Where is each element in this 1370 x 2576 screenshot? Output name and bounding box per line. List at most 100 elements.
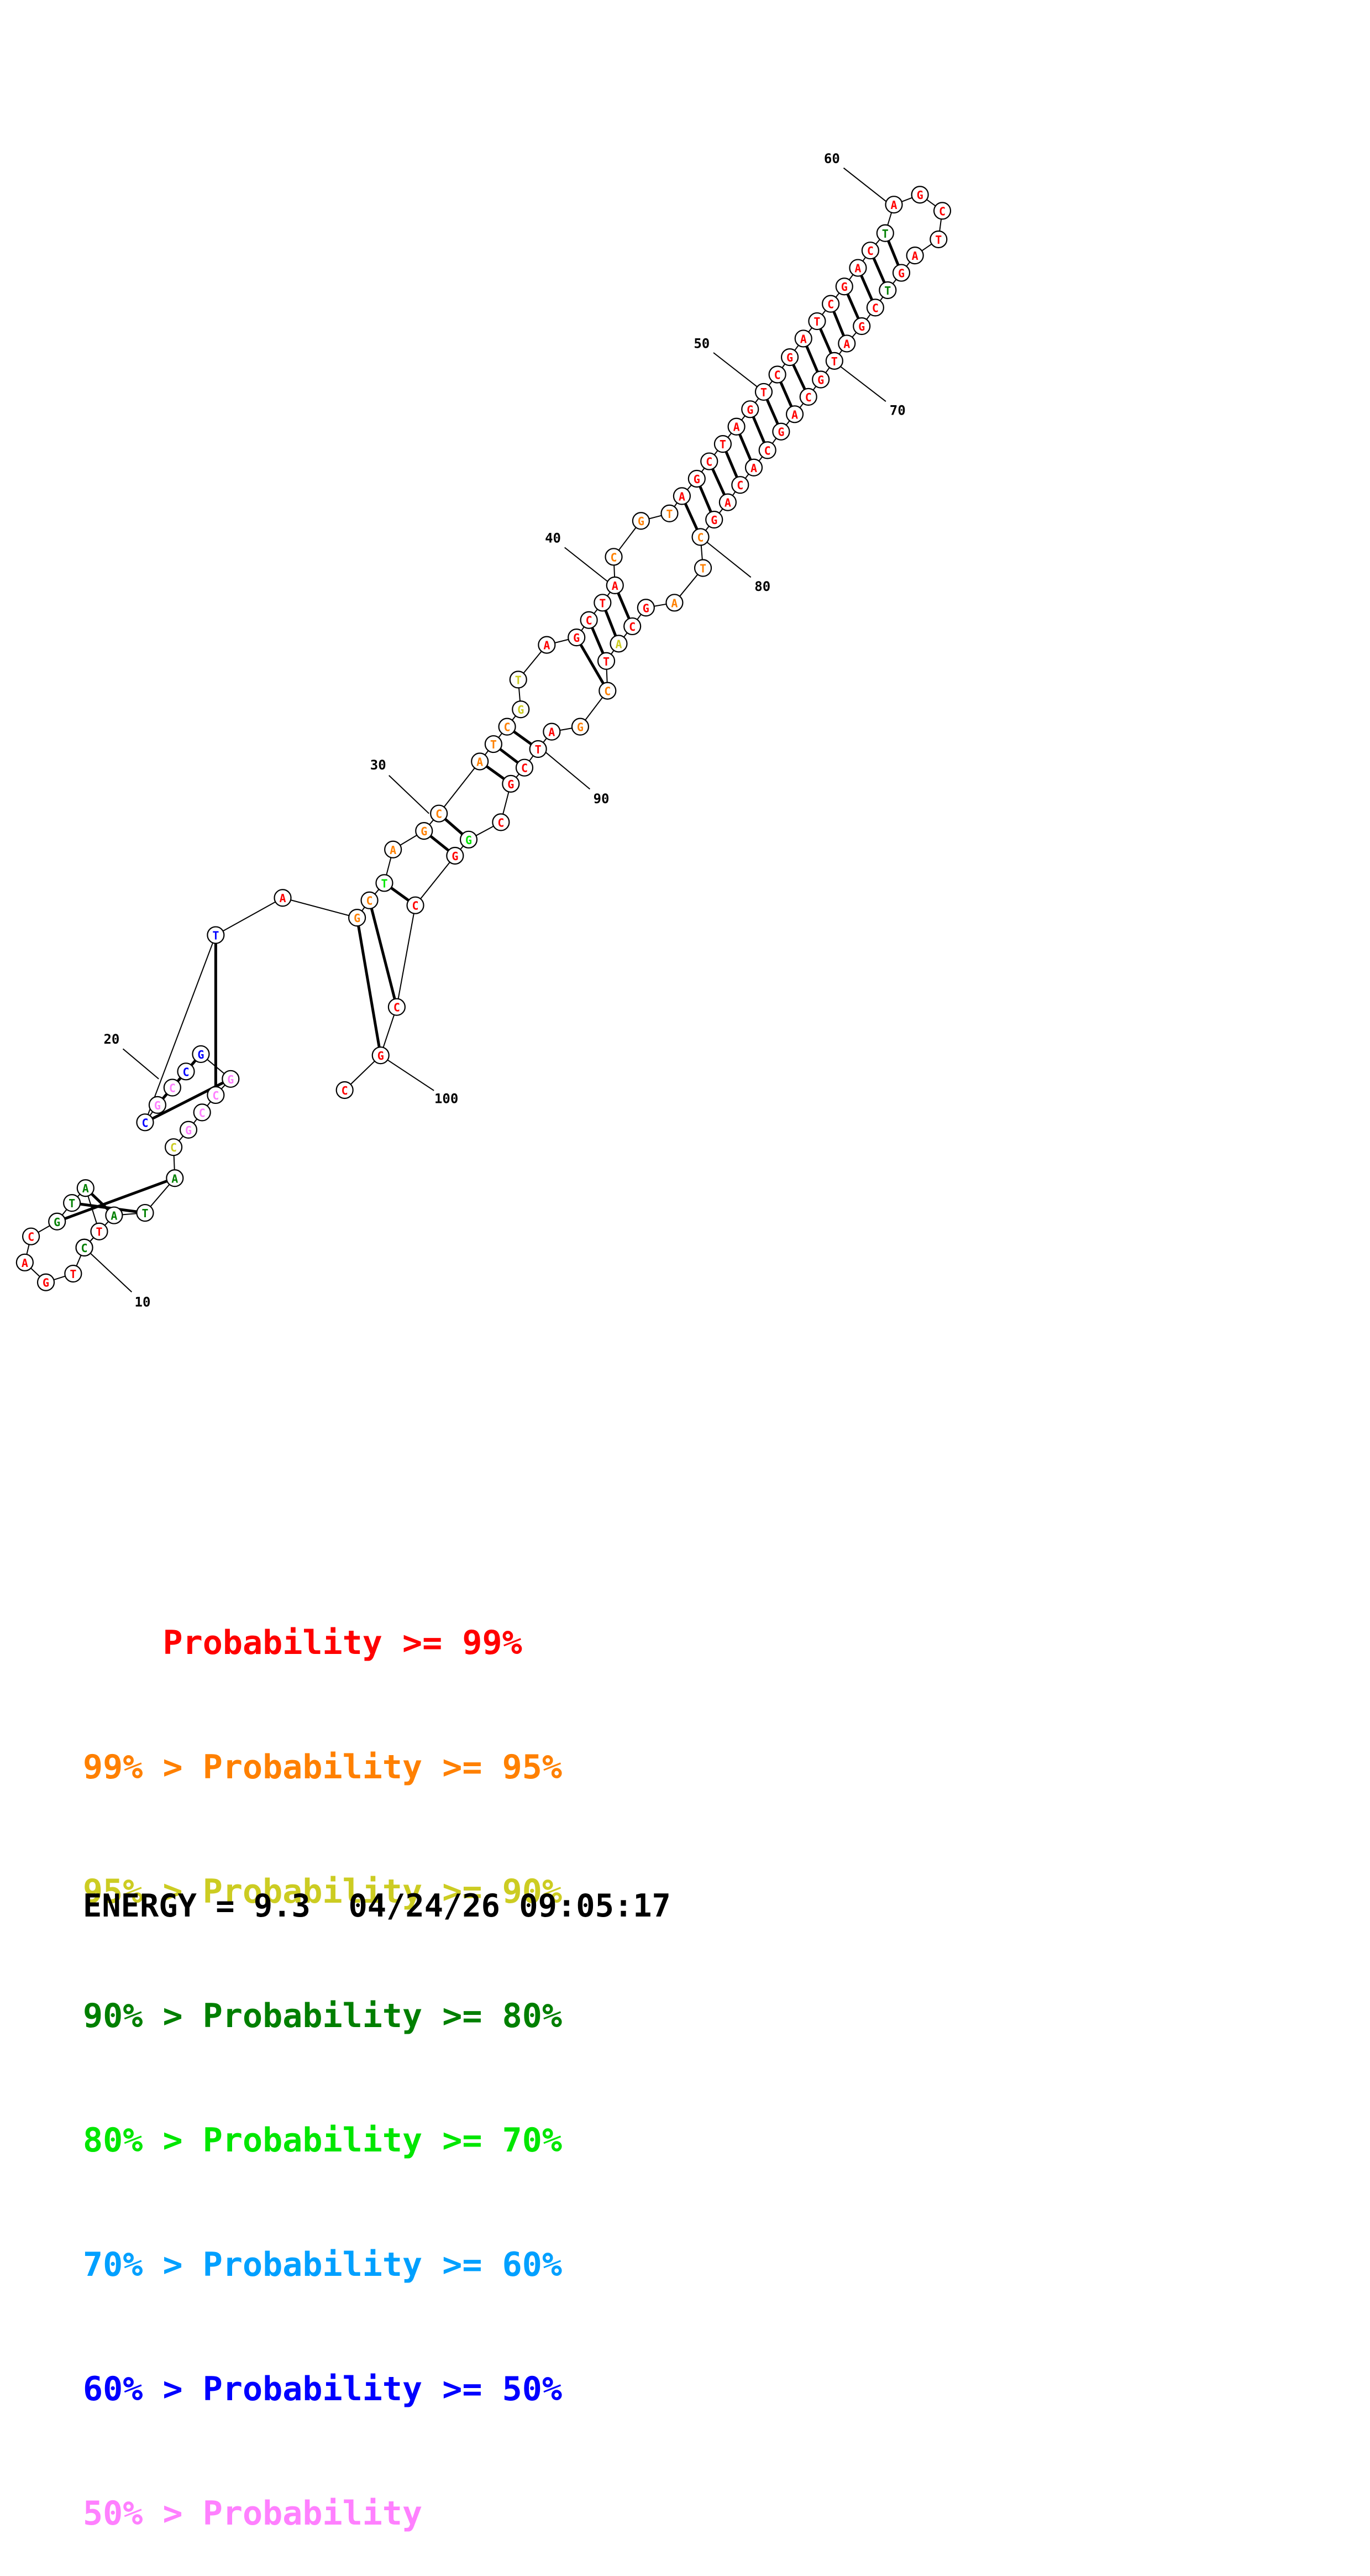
- base-letter: A: [543, 639, 550, 652]
- base-letter: C: [212, 1089, 219, 1102]
- base-circle: [700, 452, 718, 470]
- base-node: G: [502, 774, 520, 793]
- base-circle: [713, 435, 732, 453]
- base-node: T: [90, 1222, 108, 1240]
- base-circle: [430, 804, 448, 823]
- base-letter: T: [141, 1207, 148, 1220]
- base-letter: G: [197, 1048, 204, 1061]
- base-letter: A: [791, 408, 798, 421]
- base-circle: [48, 1212, 66, 1231]
- legend-prefix: 99% >: [83, 1748, 203, 1787]
- base-node: C: [492, 813, 510, 831]
- base-letter: C: [497, 816, 504, 829]
- base-circle: [274, 889, 292, 907]
- base-circle: [731, 476, 749, 494]
- base-circle: [812, 370, 830, 389]
- base-circle: [660, 504, 679, 522]
- base-letter: C: [521, 762, 528, 775]
- legend-prefix: 50% >: [83, 2494, 203, 2533]
- base-node: G: [459, 830, 478, 849]
- base-circle: [632, 512, 650, 530]
- base-letter: C: [366, 894, 373, 908]
- base-circle: [785, 405, 804, 423]
- tick-label: 70: [890, 403, 906, 418]
- base-node: C: [758, 441, 776, 459]
- base-letter: A: [750, 462, 757, 475]
- base-letter: A: [476, 755, 483, 768]
- base-node: A: [543, 722, 561, 741]
- base-node: T: [64, 1264, 82, 1283]
- base-node: T: [876, 224, 894, 242]
- base-circle: [446, 846, 464, 865]
- base-letter: C: [737, 479, 743, 492]
- base-circle: [166, 1169, 184, 1187]
- base-circle: [599, 682, 617, 700]
- probability-legend: Probability >= 99% 99% > Probability >= …: [83, 1540, 562, 2576]
- base-node: C: [430, 804, 448, 823]
- base-node: C: [768, 365, 786, 384]
- legend-row-50: 60% > Probability >= 50%: [83, 2369, 562, 2410]
- tick-line: [713, 352, 764, 392]
- backbone-segment: [144, 935, 217, 1123]
- tick-line: [83, 1247, 133, 1292]
- base-circle: [90, 1222, 108, 1240]
- base-node: C: [623, 617, 642, 636]
- base-pair-line: [368, 900, 398, 1008]
- base-letter: C: [182, 1065, 189, 1078]
- base-letter: A: [843, 337, 850, 350]
- base-node: A: [849, 259, 867, 277]
- base-node: T: [713, 435, 732, 453]
- legend-text: Probability >= 50%: [202, 2370, 562, 2409]
- base-circle: [835, 278, 853, 296]
- base-node: T: [660, 504, 679, 522]
- base-letter: G: [517, 703, 524, 716]
- base-circle: [179, 1121, 198, 1139]
- base-circle: [838, 334, 856, 353]
- base-circle: [822, 295, 840, 313]
- base-node: T: [694, 559, 712, 577]
- base-circle: [876, 224, 894, 242]
- base-letter: T: [599, 596, 606, 610]
- backbone-segment: [414, 855, 456, 906]
- base-letter: T: [831, 355, 838, 368]
- base-letter: A: [671, 596, 678, 610]
- base-letter: T: [700, 562, 706, 575]
- base-circle: [335, 1081, 354, 1099]
- base-node: C: [177, 1062, 195, 1081]
- position-ticks: 10 20 30 40 50 60 70 80 90 100: [83, 151, 906, 1310]
- base-letter: A: [111, 1210, 117, 1223]
- base-letter: C: [697, 531, 704, 544]
- legend-row-low: 50% > Probability: [83, 2493, 562, 2535]
- base-letter: C: [604, 685, 611, 698]
- base-node: T: [207, 926, 225, 944]
- base-circle: [853, 317, 871, 336]
- base-node: G: [512, 700, 530, 719]
- backbone-lines: [24, 194, 943, 1283]
- base-node: A: [610, 635, 628, 653]
- base-letter: G: [638, 515, 644, 528]
- base-node: C: [691, 528, 710, 546]
- base-node: C: [75, 1238, 93, 1256]
- tick-line: [843, 167, 891, 205]
- base-circle: [136, 1113, 154, 1132]
- base-circle: [727, 417, 746, 436]
- base-node: A: [906, 247, 924, 265]
- base-letter: G: [507, 778, 514, 791]
- base-circle: [568, 629, 586, 647]
- base-letter: C: [774, 369, 781, 382]
- base-node: T: [597, 652, 616, 670]
- base-circle: [163, 1078, 181, 1097]
- base-node: A: [76, 1179, 95, 1197]
- tick-label: 20: [103, 1032, 119, 1047]
- base-circle: [741, 400, 759, 418]
- base-circle: [502, 774, 520, 793]
- base-letter: G: [577, 721, 584, 734]
- backbone-segment: [215, 897, 283, 936]
- base-circle: [348, 909, 366, 927]
- base-circle: [512, 700, 530, 719]
- base-node: G: [571, 718, 590, 736]
- base-letter: G: [778, 426, 784, 439]
- base-node: A: [838, 334, 856, 353]
- legend-prefix: 90% >: [83, 1997, 203, 2035]
- base-node: G: [446, 846, 464, 865]
